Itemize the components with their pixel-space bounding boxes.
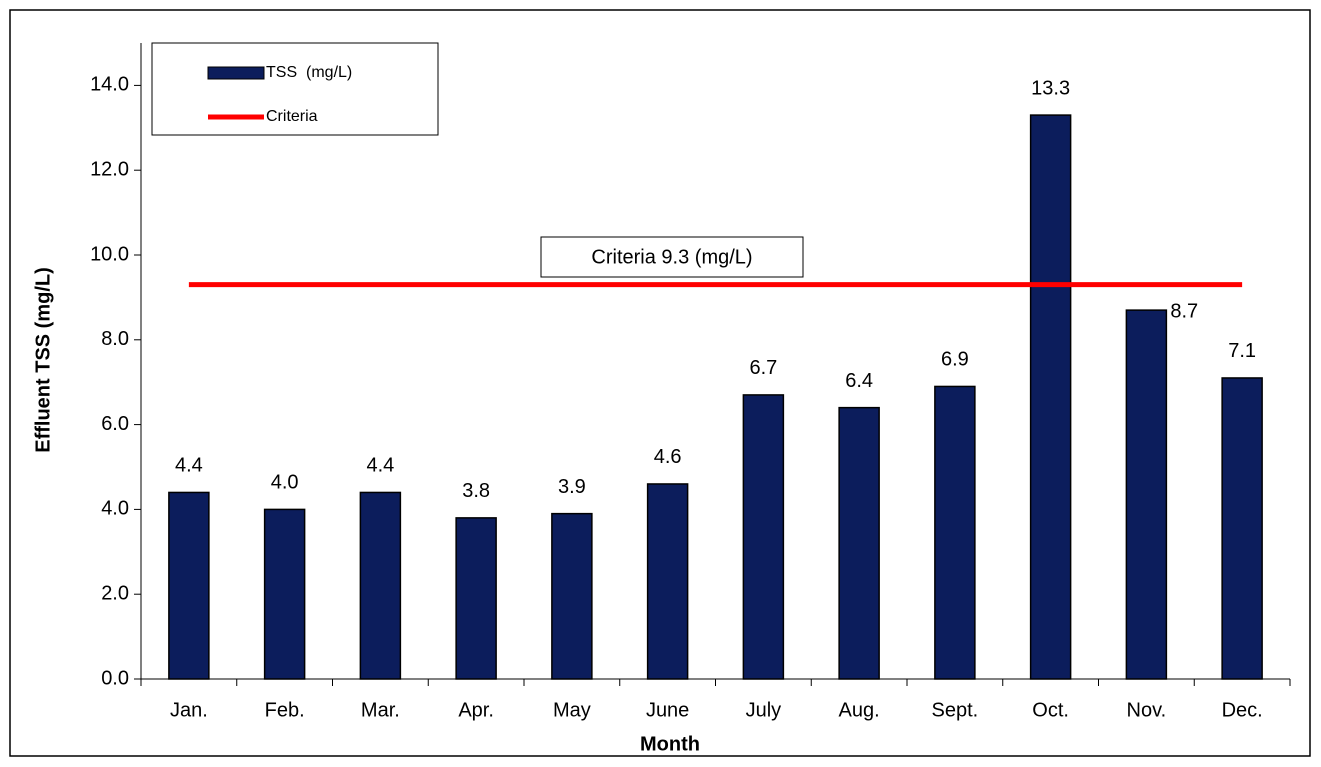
x-tick-label: Aug. [839,699,880,721]
bar [1125,309,1168,680]
data-label: 4.6 [654,446,682,468]
y-tick-label: 2.0 [101,582,129,604]
legend-label: TSS (mg/L) [266,64,352,81]
bar [934,385,976,680]
bar [646,483,689,680]
annotation: Criteria 9.3 (mg/L) [591,246,752,268]
legend-box [151,42,439,136]
x-axis-label: Month [640,733,700,755]
x-tick-label: Jan. [170,699,208,721]
bar [263,508,306,680]
bar [838,406,880,680]
data-label: 6.7 [749,357,777,379]
data-label: 6.4 [845,370,873,392]
bar [168,491,210,680]
y-tick-label: 4.0 [101,498,129,520]
data-label: 8.7 [1170,300,1198,322]
bar [455,517,497,680]
data-label: 4.4 [366,455,394,477]
annotation-box [540,236,804,278]
x-tick-label: Oct. [1032,699,1069,721]
y-tick-label: 0.0 [101,667,129,689]
bar [742,394,785,680]
bar [1221,377,1263,680]
data-label: 4.0 [271,472,299,494]
data-label: 3.9 [558,476,586,498]
y-axis-label: Effluent TSS (mg/L) [32,267,54,453]
data-label: 3.8 [462,480,490,502]
data-label: 4.4 [175,455,203,477]
bar [359,491,402,680]
y-tick-label: 12.0 [90,158,129,180]
y-tick-label: 6.0 [101,413,129,435]
x-tick-label: Sept. [932,699,979,721]
x-tick-label: Feb. [265,699,305,721]
data-label: 13.3 [1031,77,1070,99]
x-tick-label: Dec. [1222,699,1263,721]
x-tick-label: May [553,699,591,721]
y-tick-label: 10.0 [90,243,129,265]
x-tick-label: Apr. [458,699,494,721]
x-tick-label: Mar. [361,699,400,721]
x-tick-label: June [646,699,689,721]
bar [1029,114,1072,680]
bar [551,512,593,680]
legend-label: Criteria [266,108,318,125]
data-label: 7.1 [1228,340,1256,362]
y-tick-label: 14.0 [90,74,129,96]
x-tick-label: Nov. [1127,699,1167,721]
legend-swatch [207,66,265,80]
x-tick-label: July [746,699,782,721]
data-label: 6.9 [941,349,969,371]
y-tick-label: 8.0 [101,328,129,350]
